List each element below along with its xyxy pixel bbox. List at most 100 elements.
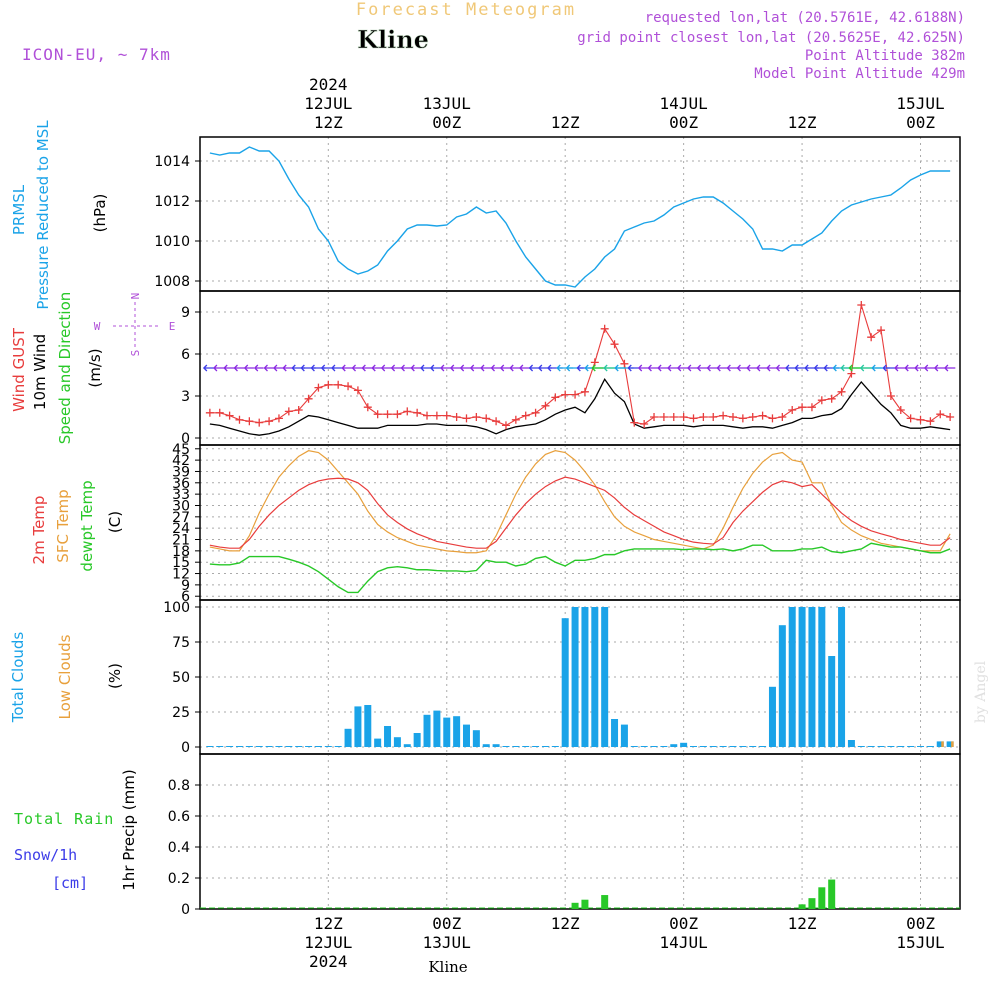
total-cloud-bar	[374, 738, 382, 747]
speed-direction-label: Speed and Direction	[56, 292, 74, 445]
gust-marker	[274, 414, 283, 423]
gust-marker	[827, 394, 836, 403]
total-cloud-bar	[433, 710, 441, 747]
wind-direction-arrow	[480, 364, 492, 372]
wind-gust-line	[209, 304, 951, 427]
location-title: Kline	[357, 25, 429, 54]
panel-2: 0 3 6 9	[181, 290, 961, 447]
y-tick-label: 1010	[154, 234, 190, 250]
wind-direction-arrow	[223, 364, 236, 372]
total-rain-label: Total Rain	[14, 810, 114, 828]
gust-marker	[669, 413, 678, 421]
y-tick-label: 12	[172, 567, 190, 583]
panel-4: 0 25 50 75 100	[163, 599, 961, 756]
gust-marker	[462, 414, 471, 423]
time-axis-label: 12Z	[551, 113, 580, 132]
total-cloud-bar	[532, 746, 540, 747]
total-cloud-bar	[561, 618, 569, 747]
total-cloud-bar	[877, 746, 885, 747]
time-axis-label: 12Z	[788, 914, 817, 933]
y-tick-label: 3	[181, 389, 190, 405]
y-tick-label: 0.8	[168, 778, 190, 794]
y-tick-label: 75	[172, 635, 190, 651]
gust-marker	[620, 359, 629, 368]
time-axis-label: 15JUL	[896, 933, 944, 952]
total-cloud-bar	[295, 746, 303, 747]
gust-marker	[383, 410, 392, 419]
gust-marker	[225, 411, 234, 420]
gust-marker	[758, 411, 767, 420]
total-cloud-bar	[364, 705, 372, 747]
total-cloud-bar	[630, 746, 638, 747]
rain-bar	[818, 887, 826, 909]
gust-marker	[896, 406, 905, 414]
y-tick-label: 0	[181, 902, 190, 918]
gust-marker	[817, 396, 826, 405]
total-cloud-bar	[818, 607, 826, 747]
panel-frame	[199, 136, 961, 292]
time-axis-label: 00Z	[906, 113, 935, 132]
temp-2m-line	[209, 476, 951, 549]
total-cloud-bar	[936, 741, 944, 747]
time-axis-label: 13JUL	[423, 933, 471, 952]
gust-marker	[778, 413, 787, 421]
y-tick-label: 1008	[154, 274, 190, 290]
gust-marker	[719, 411, 728, 420]
y-tick-label: 50	[172, 670, 190, 686]
gust-marker	[748, 413, 757, 421]
total-cloud-bar	[749, 746, 757, 747]
total-cloud-bar	[226, 746, 234, 747]
rain-bar	[828, 879, 836, 909]
total-cloud-bar	[917, 746, 925, 747]
gust-marker	[659, 413, 668, 421]
panel-1: 1008 1010 1012 1014	[154, 136, 961, 292]
sfc-temp-label: SFC Temp	[54, 489, 72, 562]
time-axis-label: 12JUL	[304, 933, 352, 952]
gust-marker	[699, 413, 708, 421]
compass-s: S	[129, 350, 142, 357]
model-altitude: Model Point Altitude 429m	[754, 66, 965, 82]
time-axis-label: 15JUL	[896, 94, 944, 113]
y-tick-label: 42	[172, 453, 190, 469]
total-cloud-bar	[847, 740, 855, 747]
requested-coords: requested lon,lat (20.5761E, 42.6188N)	[645, 10, 965, 26]
gust-marker	[423, 411, 432, 420]
wind-10m-line	[209, 377, 951, 436]
precip-unit-label: 1hr Precip (mm)	[120, 769, 138, 890]
gust-marker	[452, 413, 461, 421]
total-cloud-bar	[305, 746, 313, 747]
time-axis-label: 14JUL	[660, 94, 708, 113]
total-cloud-bar	[522, 746, 530, 747]
y-tick-label: 0.6	[168, 809, 190, 825]
total-cloud-bar	[946, 741, 954, 747]
gust-marker	[442, 411, 451, 420]
ms-unit-label: (m/s)	[86, 348, 104, 387]
y-tick-label: 30	[172, 498, 190, 514]
time-axis-label: 12Z	[314, 914, 343, 933]
gust-marker	[294, 406, 303, 414]
wind-gust-label: Wind GUST	[10, 327, 28, 412]
gust-marker	[857, 301, 866, 309]
y-tick-label: 0.4	[168, 840, 190, 856]
cm-unit-label: [cm]	[52, 874, 88, 892]
gust-marker	[709, 413, 718, 421]
time-axis-label: 00Z	[669, 113, 698, 132]
total-cloud-bar	[216, 746, 224, 747]
total-cloud-bar	[502, 746, 510, 747]
total-cloud-bar	[423, 714, 431, 747]
gust-marker	[877, 326, 886, 335]
total-cloud-bar	[670, 744, 678, 747]
y-tick-label: 6	[181, 347, 190, 363]
compass-n: N	[129, 293, 142, 300]
total-cloud-bar	[729, 746, 737, 747]
total-cloud-bar	[778, 625, 786, 747]
time-axis-label: 00Z	[432, 113, 461, 132]
pressure-labels: PRMSL Pressure Reduced to MSL (hPa)	[10, 120, 109, 310]
total-cloud-bar	[798, 607, 806, 747]
gust-marker	[551, 393, 560, 402]
y-tick-label: 6	[181, 589, 190, 605]
time-axis-label: 12Z	[314, 113, 343, 132]
total-cloud-bar	[235, 746, 243, 747]
gust-marker	[926, 417, 935, 426]
